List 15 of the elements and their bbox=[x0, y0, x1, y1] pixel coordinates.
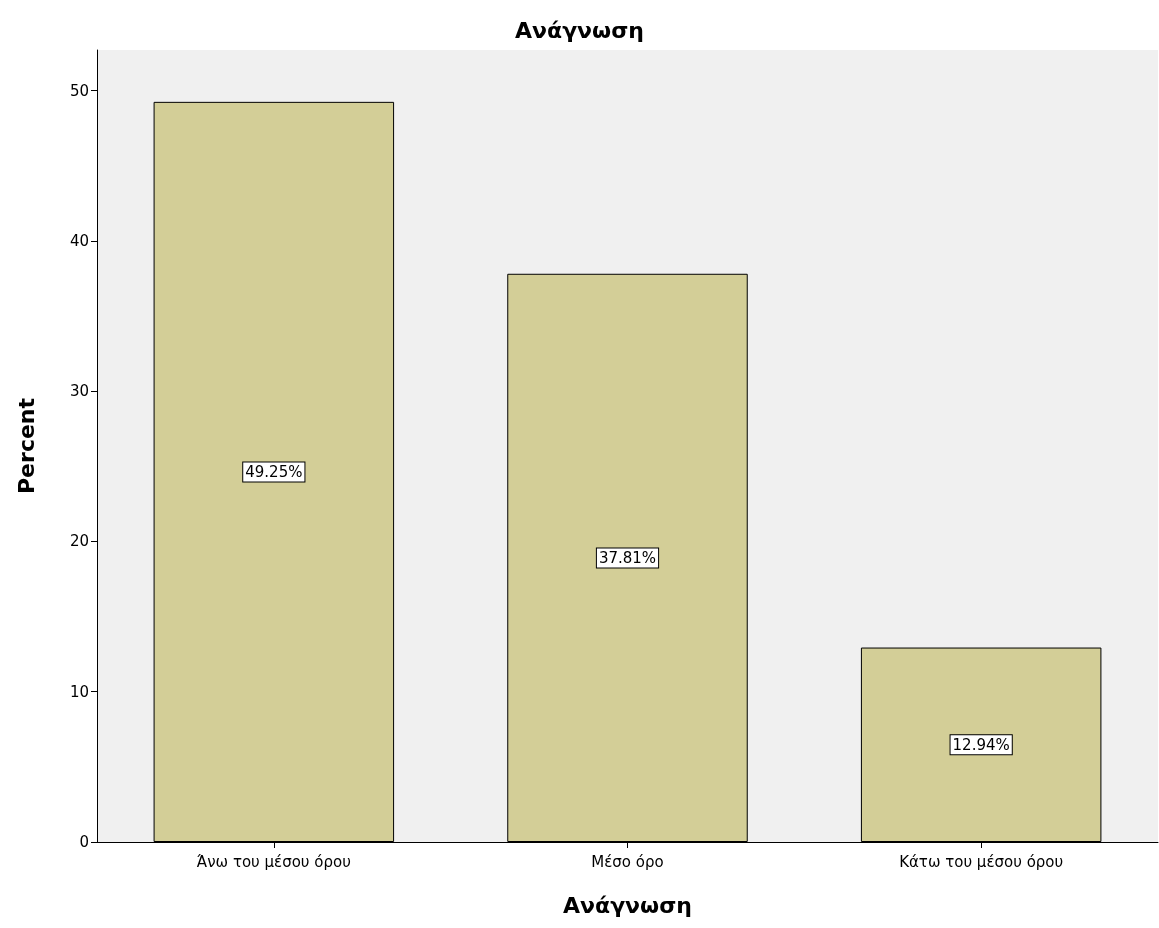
chart-title: Ανάγνωση bbox=[514, 17, 645, 43]
y-tick-label: 50 bbox=[69, 81, 89, 100]
x-tick-label: Μέσο όρο bbox=[591, 852, 664, 871]
y-tick-label: 30 bbox=[69, 382, 89, 401]
y-tick-label: 40 bbox=[69, 231, 89, 250]
x-tick-label: Κάτω του μέσου όρου bbox=[899, 852, 1064, 871]
y-tick-label: 20 bbox=[69, 532, 89, 551]
x-tick-label: Άνω του μέσου όρου bbox=[196, 852, 351, 871]
y-axis-title: Percent bbox=[13, 397, 39, 495]
y-tick-label: 0 bbox=[79, 833, 89, 851]
data-label: 37.81% bbox=[598, 548, 657, 567]
data-label: 12.94% bbox=[952, 735, 1010, 754]
data-label: 49.25% bbox=[245, 462, 303, 481]
y-tick-label: 10 bbox=[69, 682, 89, 701]
x-axis-title: Ανάγνωση bbox=[562, 892, 693, 918]
